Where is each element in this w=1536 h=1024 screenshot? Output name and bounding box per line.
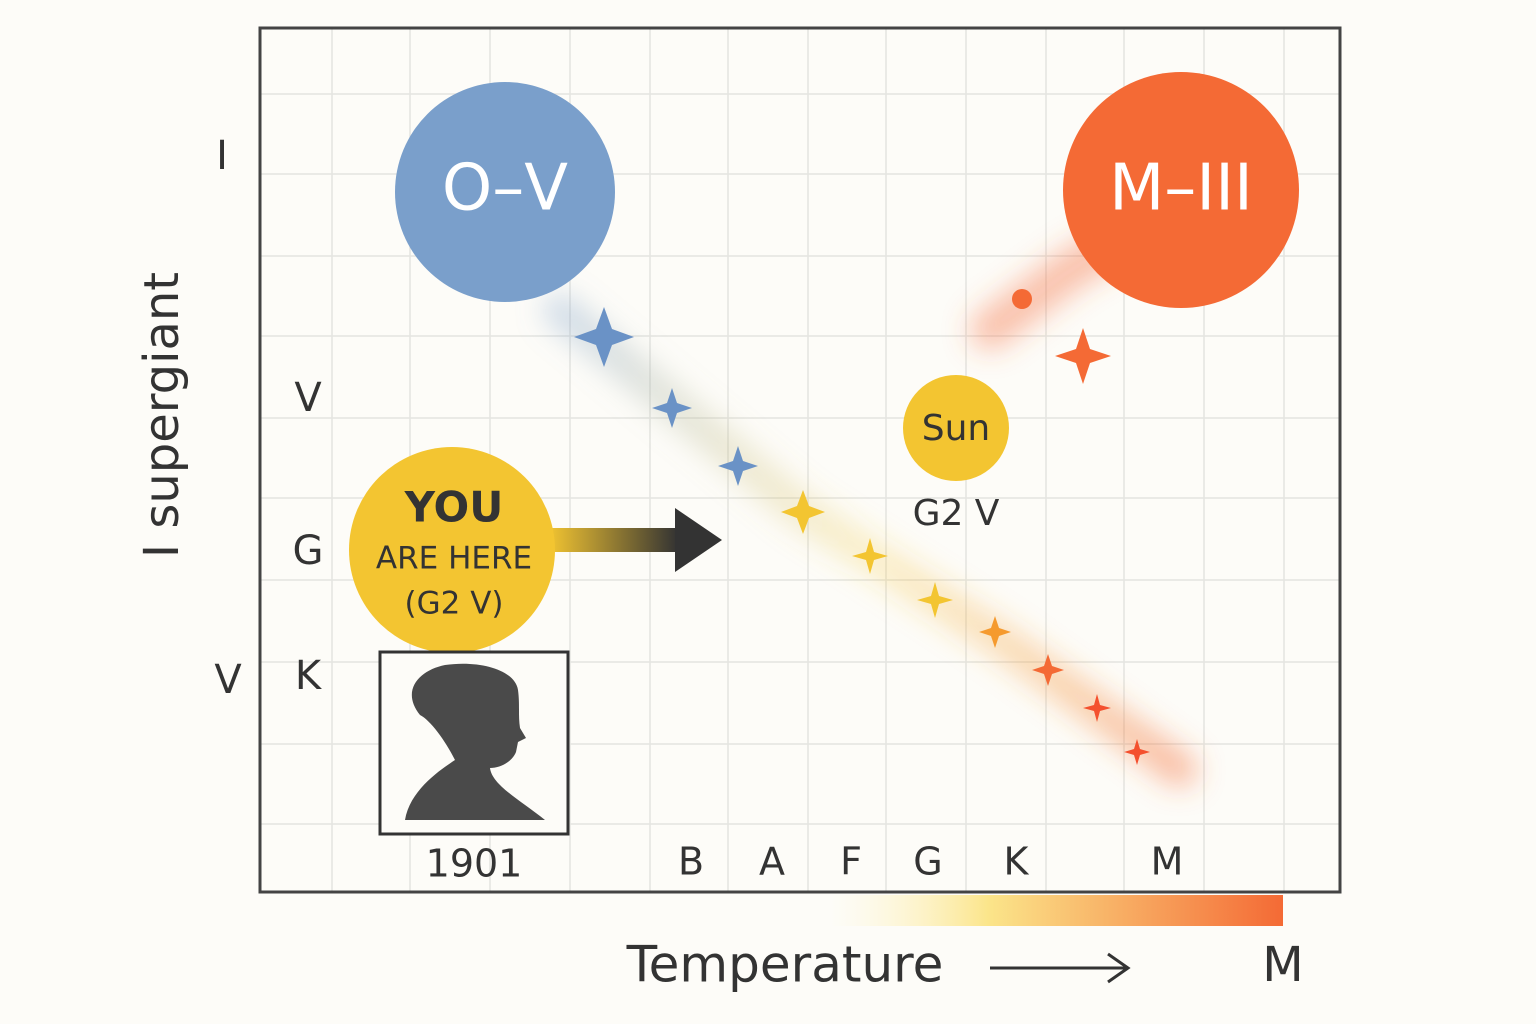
you-label: ARE HERE xyxy=(376,541,532,577)
temperature-arrow xyxy=(990,952,1131,984)
y-axis-title: I supergiant xyxy=(134,272,190,558)
x-label: G xyxy=(913,840,942,884)
x-label: K xyxy=(1004,840,1030,884)
x-label: F xyxy=(840,840,862,884)
x-label: A xyxy=(759,840,785,884)
main-sequence-glow xyxy=(543,215,1197,787)
node-label: O–V xyxy=(442,152,568,226)
portrait-silhouette xyxy=(405,663,545,820)
outer-label: V xyxy=(214,657,242,703)
node-label: M–III xyxy=(1109,152,1253,226)
outer-label: I xyxy=(216,133,228,179)
x-label: B xyxy=(678,840,704,884)
you-label: YOU xyxy=(404,483,504,532)
o-v-node xyxy=(395,82,615,302)
arrow-head xyxy=(675,508,722,572)
x-label: M xyxy=(1151,840,1184,884)
stars xyxy=(574,289,1150,765)
you-label: (G2 V) xyxy=(405,586,504,622)
plot-frame xyxy=(258,26,1342,894)
x-axis-end: M xyxy=(1262,937,1303,993)
sun-node xyxy=(903,375,1009,481)
you-are-here-node xyxy=(349,447,555,653)
arrow-shaft xyxy=(548,528,678,552)
inner-label: V xyxy=(294,375,322,421)
node-label: Sun xyxy=(922,408,990,449)
m-iii-node xyxy=(1063,72,1299,308)
x-axis-title: Temperature xyxy=(626,936,944,994)
inner-label: G xyxy=(293,528,324,574)
sun-class: G2 V xyxy=(913,493,1000,534)
portrait-year: 1901 xyxy=(426,842,523,886)
inner-label: K xyxy=(295,653,323,699)
temperature-bar xyxy=(830,895,1283,926)
